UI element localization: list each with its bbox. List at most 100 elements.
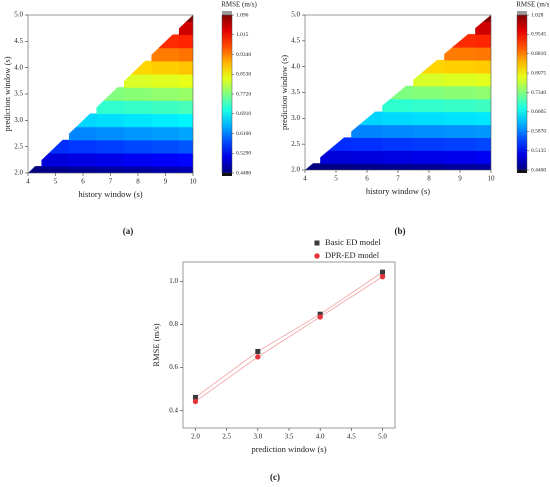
colorbar-tick-label: 1.096 [236,12,249,18]
colorbar-tick-label: 0.6910 [236,111,251,117]
x-tick-label: 9 [164,178,168,186]
contour-cell [475,137,491,151]
colorbar-label: RMSE (m/s) [516,1,550,9]
axes: 4 5 6 7 8 9 10 2.0 2.5 3.0 3.5 4.0 4.5 5.0 [291,11,495,183]
contour-cell [351,137,383,151]
y-axis-label: RMSE (m/s) [151,323,161,366]
contour-cell [68,126,98,141]
y-tick-label: 2.0 [14,169,23,177]
contour-cell [382,124,414,139]
colorbar-cap [222,11,232,15]
marker [192,398,199,405]
contour-cell [41,139,70,154]
contour-cell [151,126,180,141]
contour-cell [151,34,180,49]
colorbar-floor [222,173,232,176]
contour-cell [96,152,125,167]
y-tick-label: 4.5 [14,37,23,45]
x-tick-label: 8 [427,175,431,183]
y-tick-label: 2.5 [291,140,300,148]
contour-cell [96,166,125,173]
x-tick-label: 8 [136,178,140,186]
marker [255,354,261,360]
contour-cell [475,98,491,113]
panel-label: (b) [395,226,406,236]
contour-cell [151,113,180,128]
marker [317,314,323,320]
y-tick-label: 4.0 [291,62,300,70]
y-axis-label: prediction window (s) [2,56,12,131]
legend-label: DPR-ED model [325,250,380,260]
contour-cell [178,47,193,62]
contour-cell [382,137,414,151]
contour-cell [382,85,414,100]
colorbar-tick-label: 1.028 [531,12,544,18]
contour-cell [96,113,125,128]
x-tick-label: 5 [54,178,58,186]
colorbar-cap [517,11,527,15]
contour-cell [151,60,180,75]
y-tick-label: 0.4 [169,406,178,414]
contour-cell [413,124,445,139]
contour-cell [68,166,98,173]
contour-cell [413,163,445,170]
x-tick-label: 4.5 [347,433,356,441]
contour-cell [351,150,383,164]
contour-cell [151,139,180,154]
contour-cell [444,137,476,151]
y-tick-label: 4.0 [14,63,23,71]
contour-cell [444,59,476,74]
x-tick-label: 4.0 [316,433,325,441]
colorbar-tick-label: 0.7340 [531,90,546,96]
contour-cell [320,137,352,151]
colorbar-tick-label: 0.6605 [531,109,546,115]
contour-cell [123,73,153,88]
contour-cell [413,98,445,113]
x-tick-label: 3.5 [285,433,294,441]
y-tick-label: 3.5 [291,88,300,96]
contour-cell [475,72,491,87]
x-tick-label: 5.0 [378,433,387,441]
plot-frame [304,14,492,171]
contour-cell [178,152,193,167]
contour-cell [178,113,193,128]
colorbar-tick-label: 0.7720 [236,91,251,97]
y-tick-label: 5.0 [291,11,300,19]
axes: 4 5 6 7 8 9 10 2.0 2.5 3.0 3.5 4.0 4.5 5.0 [14,11,197,186]
marker [255,348,261,354]
legend-marker [314,253,320,259]
contour-cell [475,46,491,61]
contour-cell [413,72,445,87]
contour-cell [444,98,476,113]
x-tick-label: 7 [109,178,113,186]
x-tick-label: 3.0 [253,433,262,441]
contour-cell [96,139,125,154]
contour-cell [413,59,445,74]
colorbar-tick-label: 0.8810 [531,51,546,57]
contour-cell [382,163,414,170]
x-axis-label: history window (s) [78,189,142,199]
x-tick-label: 9 [458,175,462,183]
colorbar-tick-label: 0.4400 [531,167,546,173]
y-tick-label: 3.0 [291,114,300,122]
contour-cell [123,126,153,141]
x-tick-label: 2.0 [191,433,200,441]
contour-cell [178,87,193,101]
contour-cell [351,111,383,126]
contour-cell [151,47,180,62]
marker [379,273,386,280]
contour-cell [475,85,491,100]
contour-cell [444,163,476,170]
contour-cell [178,100,193,115]
x-tick-label: 2.5 [222,433,231,441]
colorbar-tick-label: 0.5870 [531,129,546,135]
x-tick-label: 6 [81,178,85,186]
contour-cell [178,34,193,49]
panel-label: (c) [270,472,280,482]
x-axis-label: prediction window (s) [251,444,326,454]
x-tick-label: 5 [334,175,338,183]
plot-frame [182,261,396,429]
contour-cell [68,152,98,167]
y-tick-label: 1.0 [169,277,178,285]
